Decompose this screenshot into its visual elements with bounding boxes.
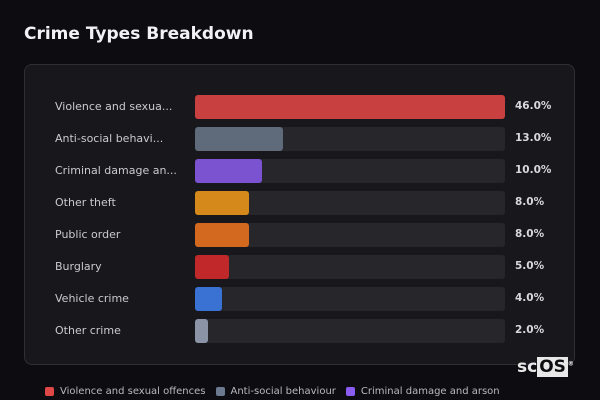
legend-item[interactable]: Anti-social behaviour <box>215 386 336 397</box>
category-label: Public order <box>55 228 121 241</box>
category-label: Criminal damage an... <box>55 164 177 177</box>
category-label: Anti-social behavi... <box>55 132 164 145</box>
value-label: 10.0% <box>515 164 552 176</box>
bar-track <box>195 255 505 279</box>
bar-track <box>195 287 505 311</box>
chart-card: Violence and sexua... 46.0% Anti-social b… <box>24 64 575 365</box>
legend-label: Criminal damage and arson <box>360 386 500 397</box>
category-label: Burglary <box>55 260 102 273</box>
bar-row: Violence and sexua... 46.0% <box>25 95 576 119</box>
value-label: 8.0% <box>515 228 545 240</box>
bar[interactable] <box>195 191 249 215</box>
value-label: 2.0% <box>515 324 545 336</box>
logo-text: sc <box>517 357 538 377</box>
category-label: Other theft <box>55 196 116 209</box>
bar[interactable] <box>195 287 222 311</box>
page-title: Crime Types Breakdown <box>24 24 254 44</box>
bar-track <box>195 223 505 247</box>
bar-track <box>195 159 505 183</box>
bar[interactable] <box>195 159 263 183</box>
legend-swatch <box>345 387 355 396</box>
bar-row: Anti-social behavi... 13.0% <box>25 127 576 151</box>
bar-row: Criminal damage an... 10.0% <box>25 159 576 183</box>
legend-swatch <box>45 387 54 396</box>
bar[interactable] <box>195 127 283 151</box>
value-label: 4.0% <box>515 292 545 304</box>
legend-swatch <box>215 387 225 396</box>
bar[interactable] <box>195 319 209 343</box>
legend-label: Violence and sexual offences <box>60 386 206 397</box>
value-label: 8.0% <box>515 196 545 208</box>
bar-row: Other crime 2.0% <box>25 319 576 343</box>
bar[interactable] <box>195 95 505 119</box>
logo-mark: ® <box>567 360 574 368</box>
bar-row: Burglary 5.0% <box>25 255 576 279</box>
legend-label: Anti-social behaviour <box>230 386 336 397</box>
legend: Violence and sexual offences Anti-social … <box>45 386 500 397</box>
bar-track <box>195 95 505 119</box>
bar-row: Public order 8.0% <box>25 223 576 247</box>
value-label: 13.0% <box>515 132 552 144</box>
category-label: Vehicle crime <box>55 292 129 305</box>
bar-row: Vehicle crime 4.0% <box>25 287 576 311</box>
category-label: Other crime <box>55 324 121 337</box>
bar-track <box>195 191 505 215</box>
bar-row: Other theft 8.0% <box>25 191 576 215</box>
value-label: 5.0% <box>515 260 545 272</box>
bar[interactable] <box>195 255 229 279</box>
legend-item[interactable]: Criminal damage and arson <box>345 386 500 397</box>
legend-item[interactable]: Violence and sexual offences <box>45 386 206 397</box>
bar-track <box>195 127 505 151</box>
value-label: 46.0% <box>515 100 552 112</box>
logo: sc OS ® <box>517 357 574 377</box>
bar-track <box>195 319 505 343</box>
bar[interactable] <box>195 223 249 247</box>
logo-text-box: OS <box>537 357 568 377</box>
category-label: Violence and sexua... <box>55 100 173 113</box>
